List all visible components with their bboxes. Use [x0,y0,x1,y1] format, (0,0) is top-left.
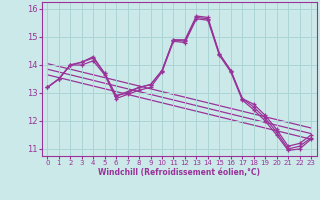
X-axis label: Windchill (Refroidissement éolien,°C): Windchill (Refroidissement éolien,°C) [98,168,260,177]
